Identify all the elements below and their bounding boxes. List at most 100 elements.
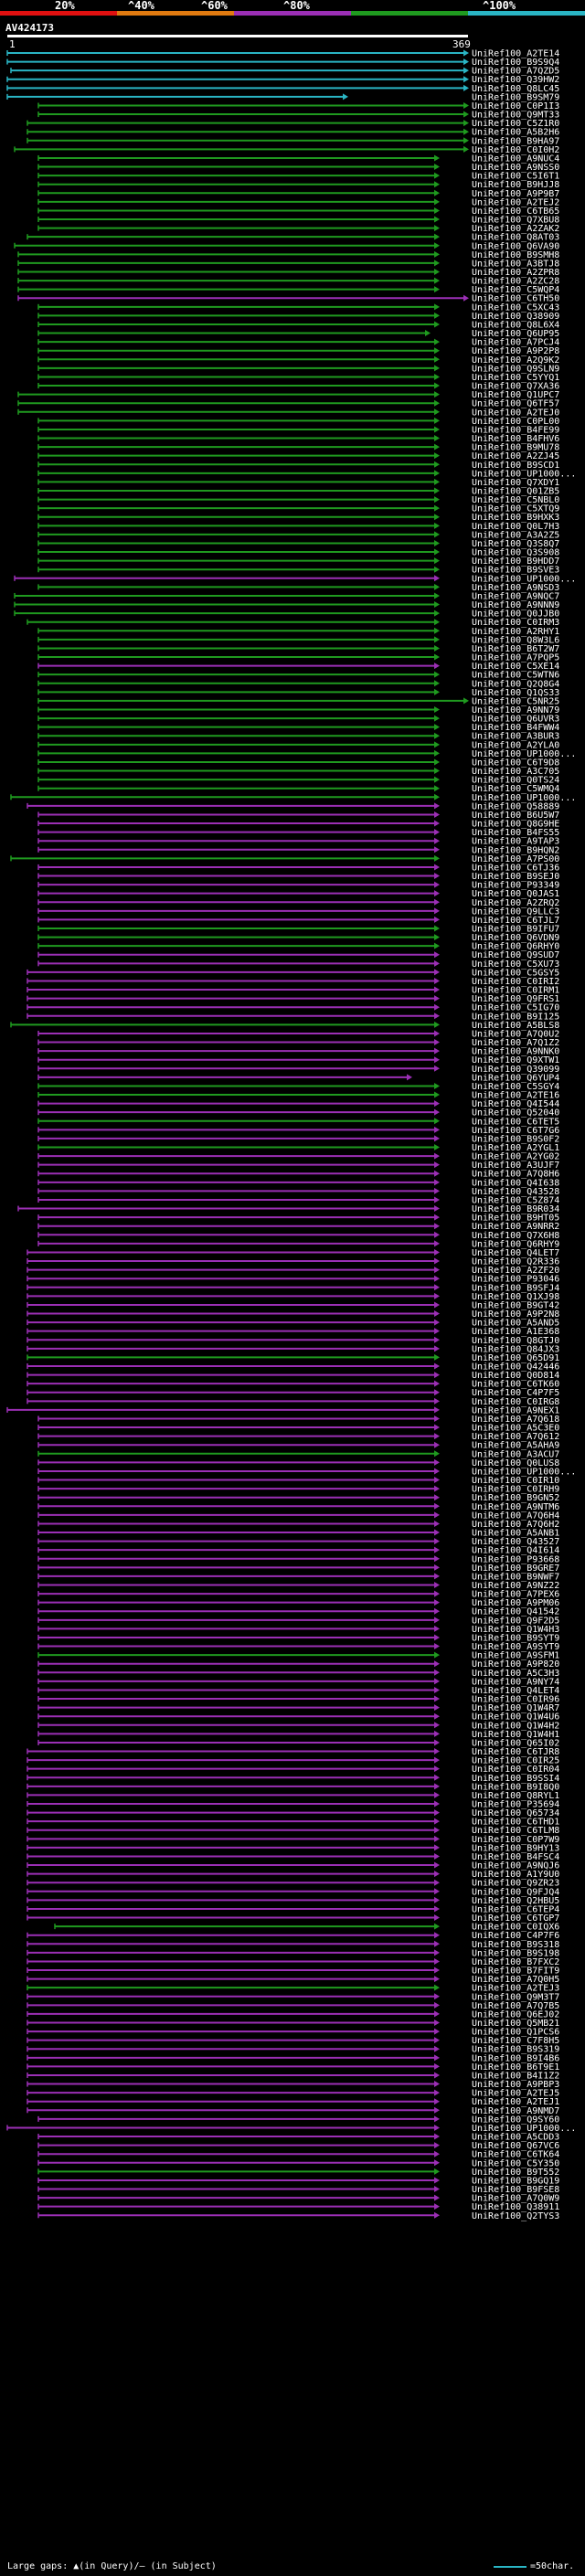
hit-label[interactable]: UniRef100_Q67VC6 [472, 2141, 559, 2151]
hit-row[interactable]: UniRef100_C5Z874 [37, 1195, 559, 1205]
hit-label[interactable]: UniRef100_A1E368 [472, 1327, 559, 1337]
hit-row[interactable]: UniRef100_Q65I02 [37, 1738, 559, 1748]
hit-row[interactable]: UniRef100_A9PM06 [37, 1598, 559, 1608]
hit-row[interactable]: UniRef100_Q65D91 [27, 1353, 559, 1363]
hit-label[interactable]: UniRef100_Q9M3T7 [472, 1992, 559, 2002]
hit-row[interactable]: UniRef100_C0IRI2 [27, 977, 559, 987]
hit-label[interactable]: UniRef100_UP1000... [472, 793, 576, 803]
hit-label[interactable]: UniRef100_A9NEX1 [472, 1405, 559, 1415]
hit-row[interactable]: UniRef100_A5C3H3 [37, 1669, 559, 1679]
hit-row[interactable]: UniRef100_UP1000... [10, 793, 576, 803]
hit-label[interactable]: UniRef100_B9MU78 [472, 443, 559, 453]
hit-label[interactable]: UniRef100_Q2TYS3 [472, 2211, 559, 2221]
hit-label[interactable]: UniRef100_A9PBP3 [472, 2080, 559, 2090]
hit-label[interactable]: UniRef100_C0IRI2 [472, 977, 559, 987]
hit-label[interactable]: UniRef100_C5SGY4 [472, 1082, 559, 1092]
hit-row[interactable]: UniRef100_A2TEJ0 [17, 408, 559, 418]
hit-row[interactable]: UniRef100_A9P9B7 [37, 189, 559, 199]
hit-row[interactable]: UniRef100_A7Q0W9 [37, 2194, 559, 2204]
hit-row[interactable]: UniRef100_B9GRE7 [37, 1564, 559, 1574]
hit-label[interactable]: UniRef100_B9GRE7 [472, 1564, 559, 1574]
hit-row[interactable]: UniRef100_C5XU73 [37, 959, 559, 970]
hit-label[interactable]: UniRef100_Q1XJ98 [472, 1292, 559, 1302]
hit-row[interactable]: UniRef100_B9S318 [27, 1940, 559, 1950]
hit-label[interactable]: UniRef100_C5WMQ4 [472, 784, 559, 794]
hit-label[interactable]: UniRef100_UP1000... [472, 749, 576, 759]
hit-row[interactable]: UniRef100_A7PQP5 [37, 653, 559, 663]
hit-label[interactable]: UniRef100_C0IR25 [472, 1756, 559, 1766]
hit-label[interactable]: UniRef100_A9NY74 [472, 1677, 559, 1687]
hit-row[interactable]: UniRef100_B9S198 [27, 1948, 559, 1958]
hit-row[interactable]: UniRef100_B9SYT9 [37, 1633, 559, 1643]
hit-row[interactable]: UniRef100_B9SEJ0 [37, 872, 559, 882]
hit-label[interactable]: UniRef100_Q6YUP4 [472, 1073, 559, 1083]
hit-label[interactable]: UniRef100_A7Q0H5 [472, 1975, 559, 1985]
hit-row[interactable]: UniRef100_Q1PCS6 [27, 2028, 559, 2038]
hit-label[interactable]: UniRef100_A2ZF20 [472, 1266, 559, 1276]
hit-row[interactable]: UniRef100_A9NRR2 [37, 1222, 559, 1232]
hit-row[interactable]: UniRef100_C5I6T1 [37, 172, 559, 182]
hit-label[interactable]: UniRef100_A5AHA9 [472, 1441, 559, 1451]
hit-row[interactable]: UniRef100_UP1000... [6, 2124, 576, 2134]
hit-row[interactable]: UniRef100_Q6TF57 [17, 399, 559, 409]
hit-label[interactable]: UniRef100_C0P1I3 [472, 101, 559, 111]
hit-label[interactable]: UniRef100_A9NQC7 [472, 591, 559, 601]
hit-label[interactable]: UniRef100_Q2Q8G4 [472, 679, 559, 689]
hit-row[interactable]: UniRef100_P93349 [37, 881, 559, 891]
hit-row[interactable]: UniRef100_A7Q6H4 [37, 1511, 559, 1521]
hit-label[interactable]: UniRef100_A7Q0W9 [472, 2194, 559, 2204]
hit-label[interactable]: UniRef100_C6TJR8 [472, 1747, 559, 1757]
hit-row[interactable]: UniRef100_UP1000... [37, 749, 576, 759]
hit-label[interactable]: UniRef100_Q0L7H3 [472, 522, 559, 532]
hit-row[interactable]: UniRef100_Q2TYS3 [37, 2211, 559, 2221]
hit-label[interactable]: UniRef100_B9NWF7 [472, 1572, 559, 1582]
hit-row[interactable]: UniRef100_Q1W4R7 [37, 1703, 559, 1713]
hit-row[interactable]: UniRef100_B9SFJ4 [27, 1283, 559, 1293]
hit-label[interactable]: UniRef100_A5BLS8 [472, 1021, 559, 1031]
hit-row[interactable]: UniRef100_A3C705 [37, 767, 559, 777]
hit-row[interactable]: UniRef100_Q43528 [37, 1187, 559, 1197]
hit-row[interactable]: UniRef100_B9R034 [17, 1204, 559, 1214]
hit-row[interactable]: UniRef100_C0P1I3 [37, 101, 559, 111]
hit-label[interactable]: UniRef100_B7FIT9 [472, 1966, 559, 1977]
hit-label[interactable]: UniRef100_Q0D814 [472, 1371, 559, 1381]
hit-row[interactable]: UniRef100_B6U5W7 [37, 811, 559, 821]
hit-row[interactable]: UniRef100_A2TEJ5 [27, 2089, 559, 2099]
hit-row[interactable]: UniRef100_B4I1Z2 [27, 2071, 559, 2081]
hit-row[interactable]: UniRef100_B9I4B6 [27, 2053, 559, 2063]
hit-row[interactable]: UniRef100_C0IRG8 [27, 1397, 559, 1407]
hit-row[interactable]: UniRef100_A9NY74 [37, 1677, 559, 1687]
hit-label[interactable]: UniRef100_Q1PCS6 [472, 2028, 559, 2038]
hit-label[interactable]: UniRef100_Q4I638 [472, 1178, 559, 1188]
hit-row[interactable]: UniRef100_B4FHV6 [37, 434, 559, 444]
hit-label[interactable]: UniRef100_Q65I02 [472, 1738, 559, 1748]
hit-label[interactable]: UniRef100_C5Z874 [472, 1195, 559, 1205]
hit-row[interactable]: UniRef100_C5WQP4 [17, 285, 559, 295]
hit-row[interactable]: UniRef100_C4P7F6 [27, 1931, 559, 1941]
hit-row[interactable]: UniRef100_A5B2H6 [27, 128, 559, 138]
hit-label[interactable]: UniRef100_C6TJL7 [472, 916, 559, 926]
hit-row[interactable]: UniRef100_B6T9E1 [27, 2062, 559, 2072]
hit-label[interactable]: UniRef100_A9TAP3 [472, 837, 559, 847]
hit-row[interactable]: UniRef100_A3UJF7 [37, 1161, 559, 1171]
hit-row[interactable]: UniRef100_Q39HW2 [6, 75, 559, 85]
hit-row[interactable]: UniRef100_A3ACU7 [37, 1449, 559, 1459]
hit-label[interactable]: UniRef100_P93046 [472, 1275, 559, 1285]
hit-row[interactable]: UniRef100_Q7XBU8 [37, 216, 559, 226]
hit-row[interactable]: UniRef100_C6TJL7 [37, 916, 559, 926]
hit-row[interactable]: UniRef100_A5ANB1 [37, 1529, 559, 1539]
hit-label[interactable]: UniRef100_A3A2Z5 [472, 530, 559, 540]
hit-label[interactable]: UniRef100_Q4I544 [472, 1099, 559, 1109]
hit-row[interactable]: UniRef100_B4FS55 [37, 828, 559, 838]
hit-label[interactable]: UniRef100_B9HY13 [472, 1843, 559, 1853]
hit-label[interactable]: UniRef100_A5ANB1 [472, 1529, 559, 1539]
hit-label[interactable]: UniRef100_A2TE14 [472, 49, 559, 59]
hit-label[interactable]: UniRef100_B6T2W7 [472, 644, 559, 654]
hit-label[interactable]: UniRef100_Q1W4U6 [472, 1712, 559, 1723]
hit-label[interactable]: UniRef100_Q1QS33 [472, 688, 559, 698]
hit-row[interactable]: UniRef100_Q2HBU5 [27, 1896, 559, 1906]
hit-label[interactable]: UniRef100_A2ZAK2 [472, 224, 559, 234]
hit-label[interactable]: UniRef100_B9GN52 [472, 1493, 559, 1503]
hit-label[interactable]: UniRef100_UP1000... [472, 469, 576, 479]
hit-row[interactable]: UniRef100_Q5MB21 [27, 2019, 559, 2029]
